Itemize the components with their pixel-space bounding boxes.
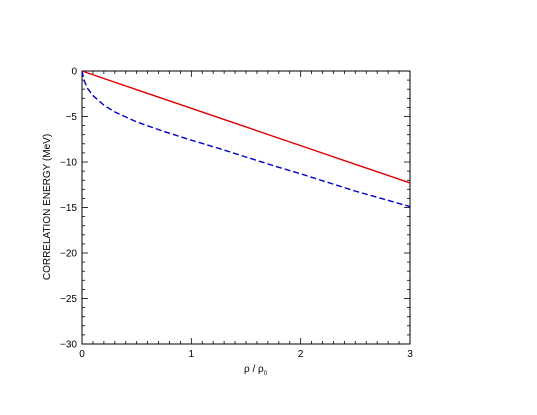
axis-ticks: [81, 70, 411, 345]
x-axis-title-subscript: 0: [264, 371, 268, 377]
y-tick-label: −20: [60, 249, 77, 260]
x-tick-label: 1: [189, 349, 195, 360]
plot-frame: [81, 70, 411, 345]
y-tick-label: −25: [60, 294, 77, 305]
series-layer: [81, 70, 411, 208]
solid-series-line: [81, 70, 411, 184]
y-tick-label: −30: [60, 340, 77, 351]
x-tick-label: 3: [407, 349, 413, 360]
y-tick-label: 0: [71, 67, 77, 78]
y-tick-label: −10: [60, 158, 77, 169]
y-tick-label: −15: [60, 203, 77, 214]
y-axis-title: CORRELATION ENERGY (MeV): [42, 134, 53, 280]
tick-labels: 0 1 2 3 0 −5 −10 −15 −20 −25 −30: [60, 67, 413, 361]
y-tick-label: −5: [66, 112, 78, 123]
x-axis-title: ρ / ρ0: [244, 364, 268, 377]
dashed-series-line: [81, 70, 411, 208]
x-tick-label: 2: [298, 349, 304, 360]
x-tick-label: 0: [79, 349, 85, 360]
